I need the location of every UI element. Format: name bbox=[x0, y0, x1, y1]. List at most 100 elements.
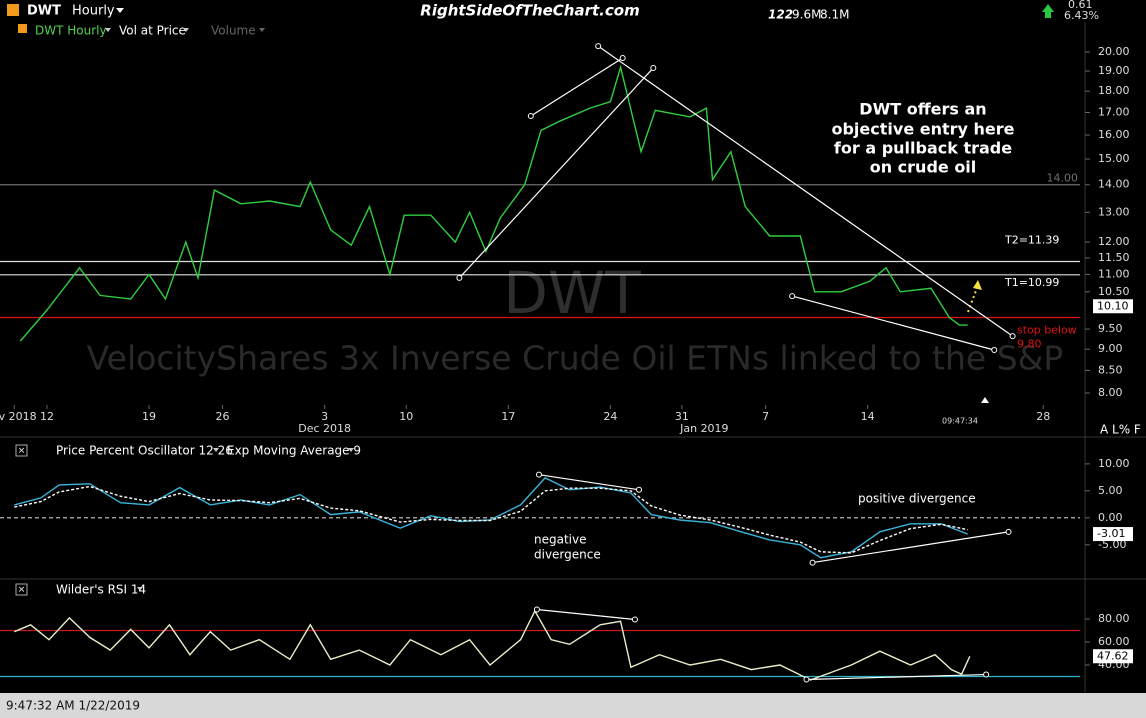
trendline-handle bbox=[983, 671, 990, 678]
ppo-indicator[interactable]: Price Percent Oscillator 12 26 bbox=[56, 444, 233, 458]
trendline bbox=[597, 45, 1013, 337]
x-tick-label: 14 bbox=[861, 410, 875, 423]
x-tick-label: 26 bbox=[216, 410, 230, 423]
y-tick-label: 0.00 bbox=[1098, 511, 1123, 524]
trendline-handle bbox=[1005, 528, 1012, 535]
x-tick-label: 17 bbox=[501, 410, 515, 423]
y-tick-label: 8.00 bbox=[1098, 386, 1123, 399]
trendline-handle bbox=[789, 293, 796, 300]
rsi-indicator[interactable]: Wilder's RSI 14 bbox=[56, 583, 146, 597]
y-tick-label: 5.00 bbox=[1098, 484, 1123, 497]
annotation-line: DWT offers an bbox=[859, 100, 986, 119]
last-value-box bbox=[1093, 299, 1133, 314]
trendline bbox=[536, 608, 635, 621]
x-tick-label: 19 bbox=[142, 410, 156, 423]
trendline bbox=[458, 67, 654, 279]
last-value-label: 47.62 bbox=[1097, 649, 1129, 662]
annotation-line: objective entry here bbox=[831, 120, 1014, 139]
toolbar-volume[interactable]: Volume bbox=[211, 24, 256, 38]
x-tick-label: 10 bbox=[399, 410, 413, 423]
marker bbox=[981, 397, 989, 403]
y-tick-label: 9.00 bbox=[1098, 342, 1123, 355]
target-arrow bbox=[967, 287, 978, 313]
y-tick-label: 10.00 bbox=[1098, 457, 1130, 470]
last-value-label: 10.10 bbox=[1097, 299, 1129, 312]
close-icon[interactable]: ✕ bbox=[18, 447, 26, 457]
trendline-handle bbox=[991, 346, 998, 353]
up-arrow bbox=[1042, 4, 1054, 18]
change: 0.61 bbox=[1068, 0, 1093, 11]
y-tick-label: 8.50 bbox=[1098, 363, 1123, 376]
trendline-handle bbox=[619, 55, 626, 62]
y-tick-label: 16.00 bbox=[1098, 128, 1130, 141]
trendline-handle bbox=[809, 559, 816, 566]
close-icon[interactable]: ✕ bbox=[18, 586, 26, 596]
ppo-overlay[interactable]: Exp Moving Average 9 bbox=[227, 444, 361, 458]
trendline-handle bbox=[595, 43, 602, 50]
last-value-box bbox=[1093, 649, 1133, 664]
level-label: T1=10.99 bbox=[1004, 276, 1059, 289]
ppo-annotation: positive divergence bbox=[858, 492, 976, 506]
trendline bbox=[791, 295, 995, 351]
y-tick-label: 18.00 bbox=[1098, 84, 1130, 97]
level-note: stop below bbox=[1017, 323, 1077, 336]
trendline-handle bbox=[456, 274, 463, 281]
timestamp: 9:47:32 AM 1/22/2019 bbox=[6, 699, 140, 713]
interval[interactable]: Hourly bbox=[72, 4, 115, 19]
x-tick-label: 28 bbox=[1036, 410, 1050, 423]
close-button[interactable] bbox=[15, 583, 28, 596]
change-pct: 6.43% bbox=[1064, 9, 1099, 22]
trendline bbox=[530, 57, 624, 117]
series-line bbox=[14, 477, 968, 559]
trendline-handle bbox=[650, 64, 657, 71]
last-value-box bbox=[1093, 527, 1133, 542]
dropdown-arrow[interactable] bbox=[213, 448, 219, 452]
y-tick-label: 9.50 bbox=[1098, 322, 1123, 335]
trendline-handle bbox=[533, 606, 540, 613]
series-line bbox=[14, 485, 968, 554]
series-line bbox=[19, 64, 968, 342]
clock: 09:47:34 bbox=[942, 417, 978, 426]
dropdown-arrow[interactable] bbox=[116, 8, 124, 13]
stat: 122 bbox=[768, 8, 793, 22]
ppo-annotation: negative bbox=[534, 533, 586, 547]
trendline bbox=[812, 531, 1009, 564]
y-tick-label: 60.00 bbox=[1098, 635, 1130, 648]
x-tick-label: ov 2018 bbox=[0, 410, 37, 423]
x-tick-label: 7 bbox=[762, 410, 769, 423]
trendline-handle bbox=[1009, 333, 1016, 340]
site-title: RightSideOfTheChart.com bbox=[420, 2, 639, 20]
y-tick-label: 14.00 bbox=[1098, 178, 1130, 191]
toolbar-overlay[interactable]: Vol at Price bbox=[119, 24, 186, 38]
y-tick-label: 12.00 bbox=[1098, 235, 1130, 248]
ppo-annotation: divergence bbox=[534, 548, 601, 562]
trendline bbox=[538, 474, 640, 491]
month-label: Jan 2019 bbox=[679, 422, 728, 435]
dropdown-arrow[interactable] bbox=[183, 28, 189, 32]
target-arrow-head bbox=[973, 280, 982, 290]
dropdown-arrow[interactable] bbox=[137, 587, 143, 591]
dropdown-arrow[interactable] bbox=[348, 448, 354, 452]
y-tick-label: 13.00 bbox=[1098, 205, 1130, 218]
level-label: T2=11.39 bbox=[1004, 234, 1059, 247]
series-line bbox=[14, 609, 971, 681]
watermark-name: VelocityShares 3x Inverse Crude Oil ETNs… bbox=[87, 339, 1064, 378]
toolbar-symbol[interactable]: DWT Hourly bbox=[35, 24, 107, 38]
scale-buttons[interactable]: A L% F bbox=[1100, 423, 1141, 437]
y-tick-label: 15.00 bbox=[1098, 152, 1130, 165]
toolbar-icon[interactable] bbox=[18, 24, 27, 33]
dropdown-arrow[interactable] bbox=[105, 28, 111, 32]
level-label: 9.80 bbox=[1017, 337, 1042, 350]
y-tick-label: 10.50 bbox=[1098, 285, 1130, 298]
stat: 8.1M bbox=[820, 8, 849, 22]
trendline-handle bbox=[631, 616, 638, 623]
x-tick-label: 12 bbox=[40, 410, 54, 423]
y-tick-label: 20.00 bbox=[1098, 45, 1130, 58]
trendline-handle bbox=[636, 486, 643, 493]
y-tick-label: 17.00 bbox=[1098, 105, 1130, 118]
close-button[interactable] bbox=[15, 444, 28, 457]
symbol[interactable]: DWT bbox=[27, 4, 61, 19]
stat: 9.6M bbox=[792, 8, 821, 22]
dropdown-arrow[interactable] bbox=[259, 28, 265, 32]
